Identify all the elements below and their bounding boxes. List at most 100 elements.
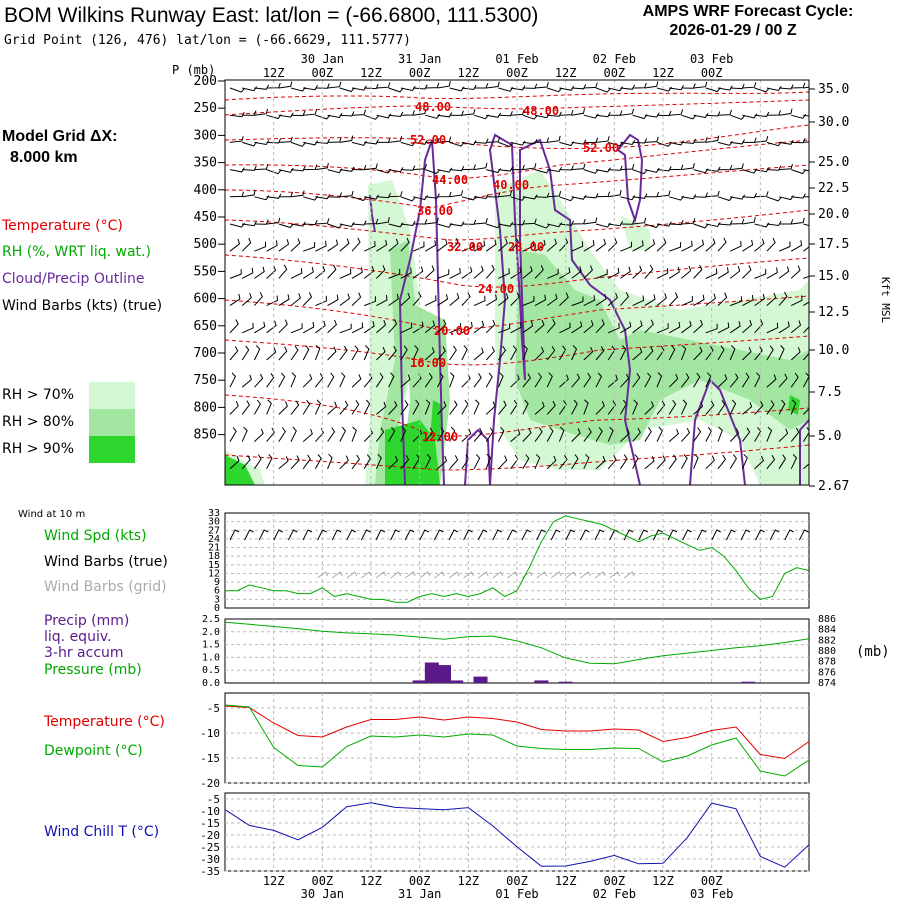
wind-barb [607,237,618,252]
height-tick-label: 20.0 [818,207,849,222]
wind-barb [766,454,776,470]
wind-barb [595,455,606,470]
wind-barb [424,427,434,442]
wind-barb [620,241,632,252]
wind-barb [681,138,697,144]
wind-barb [498,400,507,415]
wind-barb [229,372,236,388]
wind-barb [253,345,261,361]
wind-barb [449,426,456,442]
wind-barb [315,240,327,252]
wind-barb-true [258,529,269,541]
wind-barb [571,84,587,90]
wind-barb [290,400,300,415]
wind-barb [693,239,705,252]
pressure-tick-label: 878 [818,657,836,668]
wind-barb [412,108,427,116]
wind-barb [803,114,809,117]
height-tick-label: 17.5 [818,237,849,252]
pressure-tick-label: 200 [194,74,217,89]
wind-barb [705,111,721,117]
wind-barb [693,453,699,469]
wind-barb [278,239,290,252]
wind-barb [254,321,266,334]
wind-barb [400,165,416,171]
wind-barb [242,165,257,171]
wind-barb [510,292,520,306]
temp-contour-label: 52.00 [410,133,446,147]
pressure-tick-label: 880 [818,646,836,657]
wind-barb-true [433,529,444,541]
wind-barb [803,408,809,415]
wind-tick-label: 21 [208,543,220,554]
precip-tick-label: 0.0 [202,678,220,689]
wind-barb [485,346,496,361]
wind-barb [266,138,282,144]
wind-barb-true [287,529,298,541]
wind-barb [461,292,471,306]
wind-barb [364,163,378,171]
date-tick-label: 03 Feb [690,887,733,900]
wind-barb [278,456,289,470]
rh70-label: RH > 70% [2,387,75,403]
wind-barb [656,455,666,470]
wind-barb [705,400,715,415]
wind-barb [742,427,751,442]
wind-barb [498,268,510,279]
wind-barb [571,108,585,116]
wind-barb [314,399,322,415]
temp-contour-label: 40.00 [493,178,529,192]
date-tick-label: 03 Feb [690,52,733,66]
wind-barb [424,320,436,334]
wind-barb [510,109,525,116]
wind-barb [242,141,258,147]
wind-barb [412,291,422,306]
wind-barb [485,264,495,279]
wind-barb [583,82,598,89]
wind-barb [315,265,326,279]
wind-barb [803,246,809,252]
wind-barb-grid [331,571,343,579]
wind-barb [449,165,465,172]
wind-barb [705,268,718,279]
wind-barb [620,428,630,442]
wind-barb [278,294,290,307]
wind-barb [754,111,770,118]
wind-barb [802,372,809,388]
wind-barb [754,293,765,307]
wind-barb [461,428,472,442]
wind-barb [632,138,648,144]
wind-barb [241,267,254,279]
wind-barb [327,401,338,415]
wind-barb [290,268,303,279]
wind-barb [681,373,690,388]
wind-barb [608,189,622,198]
time-tick-label: 00Z [603,66,625,80]
wind-barb [778,266,790,279]
windchill-tick-label: -10 [200,805,220,818]
wind-barb [364,194,380,200]
height-tick-label: 10.0 [818,343,849,358]
wind-barb [351,345,359,361]
wind-barb [522,265,533,279]
windchill-tick-label: -5 [207,793,220,806]
wind-barb [766,220,782,227]
wind-barb [351,454,361,470]
wind-barb [595,191,611,198]
wind-barb [559,85,575,91]
precip-bar [424,662,439,683]
wind-barb [473,427,483,442]
wind-barb [351,220,367,226]
wind-barb [302,428,313,442]
wind-10m-label: Wind at 10 m [18,509,86,520]
wind-barb [412,241,425,252]
rh80-swatch [89,409,135,436]
wind-barb [327,427,336,442]
wind-barb [559,196,575,202]
wind-barb [607,267,620,279]
wind-barb [424,372,433,388]
wind-barb [314,345,321,361]
wind-barb [778,345,785,361]
wind-barb [498,455,508,470]
wind-barb [522,83,538,89]
